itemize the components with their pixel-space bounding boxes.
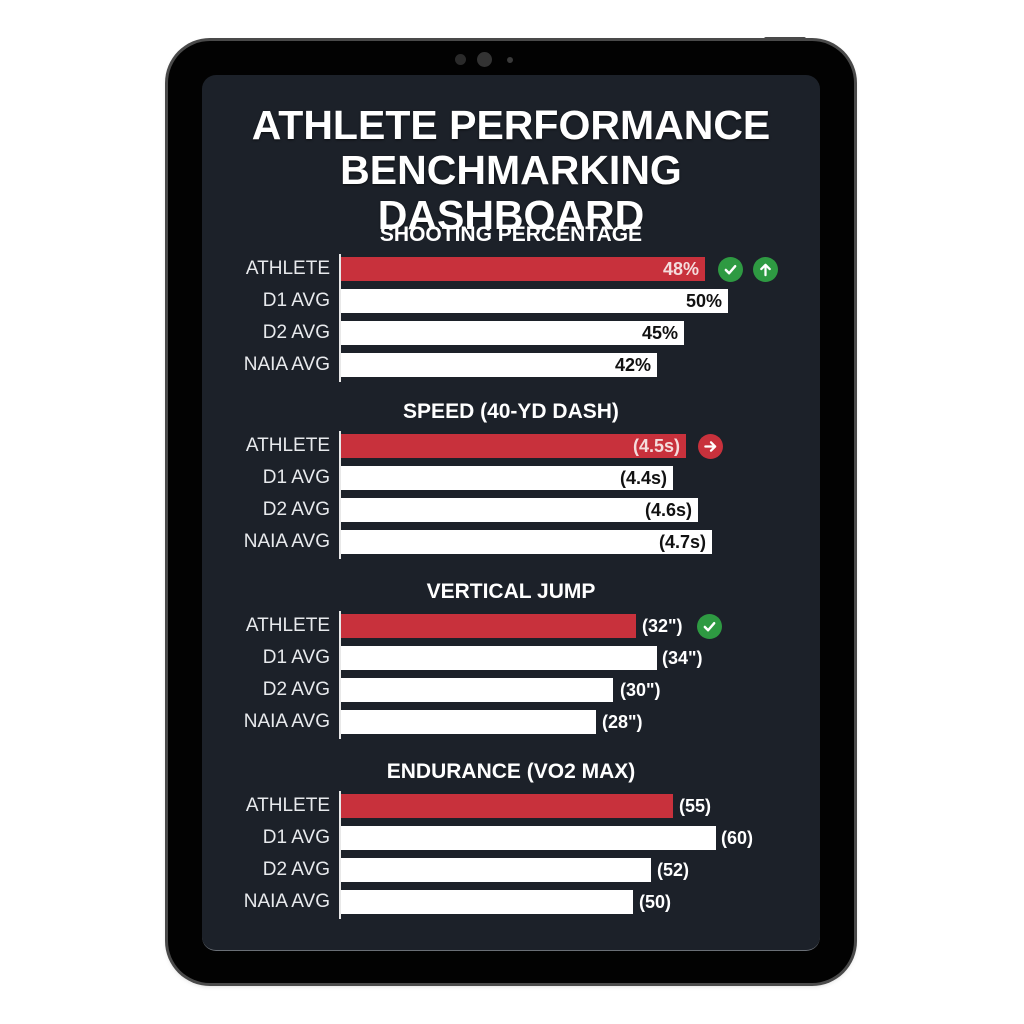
chart-row-naia: NAIA AVG 42%	[202, 353, 820, 377]
sensor-icon	[455, 54, 466, 65]
section-title: VERTICAL JUMP	[426, 580, 596, 603]
bar-athlete: (4.5s)	[341, 434, 686, 458]
bar-naia-avg: 42%	[341, 353, 657, 377]
row-label: NAIA AVG	[243, 531, 330, 552]
bar-d1-avg: (4.4s)	[341, 466, 673, 490]
section-title: SPEED (40-YD DASH)	[403, 400, 619, 423]
bar-athlete	[341, 794, 673, 818]
chart-row-d1: D1 AVG (4.4s)	[202, 466, 820, 490]
chart-row-d1: D1 AVG (60)	[202, 826, 820, 850]
bar-value: (60)	[721, 828, 754, 848]
page-title: ATHLETE PERFORMANCE BENCHMARKING DASHBOA…	[202, 103, 820, 238]
bar-value: (4.4s)	[619, 468, 667, 488]
bar-d2-avg: 45%	[341, 321, 684, 345]
chart-row-d2: D2 AVG (52)	[202, 858, 820, 882]
row-label: D2 AVG	[262, 679, 330, 700]
row-label: D1 AVG	[262, 827, 330, 848]
row-label: ATHLETE	[245, 795, 330, 816]
bar-value: (4.6s)	[644, 500, 692, 520]
chart-row-naia: NAIA AVG (50)	[202, 890, 820, 914]
bar-d1-avg: 50%	[341, 289, 728, 313]
row-label: D2 AVG	[262, 322, 330, 343]
row-label: D2 AVG	[262, 859, 330, 880]
bar-value: (30")	[620, 680, 661, 700]
bar-value: 50%	[685, 291, 722, 311]
row-label: NAIA AVG	[243, 354, 330, 375]
bar-value: (4.5s)	[632, 436, 680, 456]
check-icon	[697, 614, 722, 639]
bar-athlete	[341, 614, 636, 638]
axis-line	[339, 254, 341, 382]
row-label: NAIA AVG	[243, 891, 330, 912]
row-label: D2 AVG	[262, 499, 330, 520]
chart-row-athlete: ATHLETE (32")	[202, 614, 820, 639]
bar-value: (4.7s)	[658, 532, 706, 552]
chart-row-d2: D2 AVG 45%	[202, 321, 820, 345]
bar-value: (50)	[639, 892, 672, 912]
row-label: D1 AVG	[262, 290, 330, 311]
chart-row-naia: NAIA AVG (4.7s)	[202, 530, 820, 554]
bar-d1-avg	[341, 646, 657, 670]
bar-athlete: 48%	[341, 257, 705, 281]
row-label: ATHLETE	[245, 258, 330, 279]
row-label: D1 AVG	[262, 467, 330, 488]
bar-value: 45%	[641, 323, 678, 343]
bar-d2-avg: (4.6s)	[341, 498, 698, 522]
bar-naia-avg: (4.7s)	[341, 530, 712, 554]
volume-down-button	[853, 158, 857, 198]
chart-row-athlete: ATHLETE 48%	[202, 257, 820, 282]
power-button	[764, 37, 806, 42]
arrow-right-icon	[698, 434, 723, 459]
volume-up-button	[853, 115, 857, 153]
bar-value: (34")	[662, 648, 703, 668]
chart-row-d2: D2 AVG (30")	[202, 678, 820, 702]
chart-row-d2: D2 AVG (4.6s)	[202, 498, 820, 522]
row-label: NAIA AVG	[243, 711, 330, 732]
bar-value: (28")	[602, 712, 643, 732]
section-title: SHOOTING PERCENTAGE	[379, 223, 643, 246]
bar-value: (32")	[642, 616, 683, 636]
row-label: ATHLETE	[245, 615, 330, 636]
row-label: D1 AVG	[262, 647, 330, 668]
chart-row-d1: D1 AVG (34")	[202, 646, 820, 670]
check-icon	[718, 257, 743, 282]
axis-line	[339, 611, 341, 739]
section-title: ENDURANCE (VO2 MAX)	[386, 760, 636, 783]
title-line-1: ATHLETE PERFORMANCE	[251, 102, 771, 148]
arrow-up-icon	[753, 257, 778, 282]
title-line-2: BENCHMARKING DASHBOARD	[340, 147, 682, 238]
bar-value: (55)	[679, 796, 712, 816]
axis-line	[339, 431, 341, 559]
bar-d2-avg	[341, 678, 613, 702]
row-label: ATHLETE	[245, 435, 330, 456]
bar-value: 42%	[614, 355, 651, 375]
bar-value: (52)	[657, 860, 690, 880]
chart-row-athlete: ATHLETE (4.5s)	[202, 434, 820, 459]
chart-row-athlete: ATHLETE (55)	[202, 794, 820, 818]
bar-d1-avg	[341, 826, 716, 850]
bar-value: 48%	[662, 259, 699, 279]
bar-naia-avg	[341, 890, 633, 914]
axis-line	[339, 791, 341, 919]
camera-icon	[477, 52, 492, 67]
chart-row-naia: NAIA AVG (28")	[202, 710, 820, 734]
chart-row-d1: D1 AVG 50%	[202, 289, 820, 313]
light-sensor-icon	[507, 57, 513, 63]
bar-d2-avg	[341, 858, 651, 882]
dashboard-screen: ATHLETE PERFORMANCE BENCHMARKING DASHBOA…	[202, 75, 820, 951]
bar-naia-avg	[341, 710, 596, 734]
